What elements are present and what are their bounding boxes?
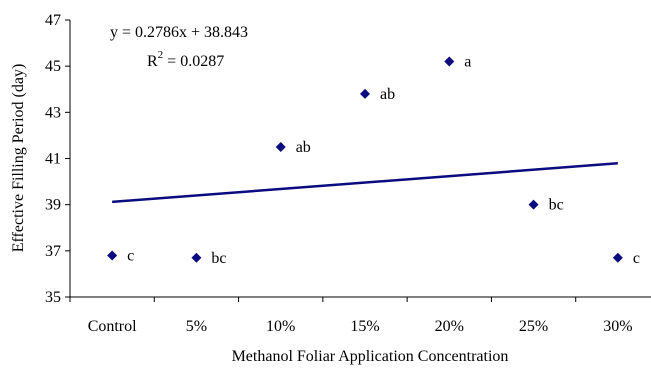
x-tick-label: 10% — [266, 318, 295, 335]
x-tick-label: Control — [88, 318, 137, 335]
data-point — [107, 250, 118, 261]
r-squared-prefix: R — [147, 53, 158, 70]
y-tick-label: 47 — [45, 12, 61, 29]
x-tick-label: 5% — [186, 318, 207, 335]
trendline — [112, 162, 618, 204]
r-squared-superscript: 2 — [158, 49, 164, 61]
y-tick-label: 45 — [45, 58, 61, 75]
x-axis-title: Methanol Foliar Application Concentratio… — [232, 348, 509, 365]
y-tick-label: 41 — [45, 151, 61, 168]
regression-equation: y = 0.2786x + 38.843 — [110, 24, 248, 41]
y-axis-title: Effective Filling Period (day) — [10, 64, 27, 253]
data-point — [444, 56, 455, 67]
y-tick-label: 35 — [45, 289, 61, 306]
data-point — [275, 141, 286, 152]
point-label: c — [127, 247, 134, 264]
x-tick-label: 20% — [435, 318, 464, 335]
point-label: bc — [549, 197, 564, 214]
point-label: ab — [296, 139, 311, 156]
x-tick-label: 15% — [350, 318, 379, 335]
x-tick-label: 30% — [603, 318, 632, 335]
plot-area: 35 37 39 41 43 45 47 Control 5% 10% 15% 20% 25% 30% c b… — [45, 12, 651, 335]
r-squared-value: = 0.0287 — [163, 53, 224, 70]
y-tick-label: 43 — [45, 104, 61, 121]
data-point — [528, 199, 539, 210]
point-label: ab — [380, 86, 395, 103]
y-tick-label: 39 — [45, 197, 61, 214]
y-tick-label: 37 — [45, 243, 61, 260]
data-point — [612, 252, 623, 263]
x-tick-label: 25% — [519, 318, 548, 335]
r-squared-annotation: R2 = 0.0287 — [147, 49, 224, 70]
point-label: a — [464, 54, 471, 71]
data-point — [360, 88, 370, 99]
point-label: bc — [211, 250, 226, 267]
point-label: c — [633, 250, 640, 267]
data-point — [191, 252, 202, 263]
